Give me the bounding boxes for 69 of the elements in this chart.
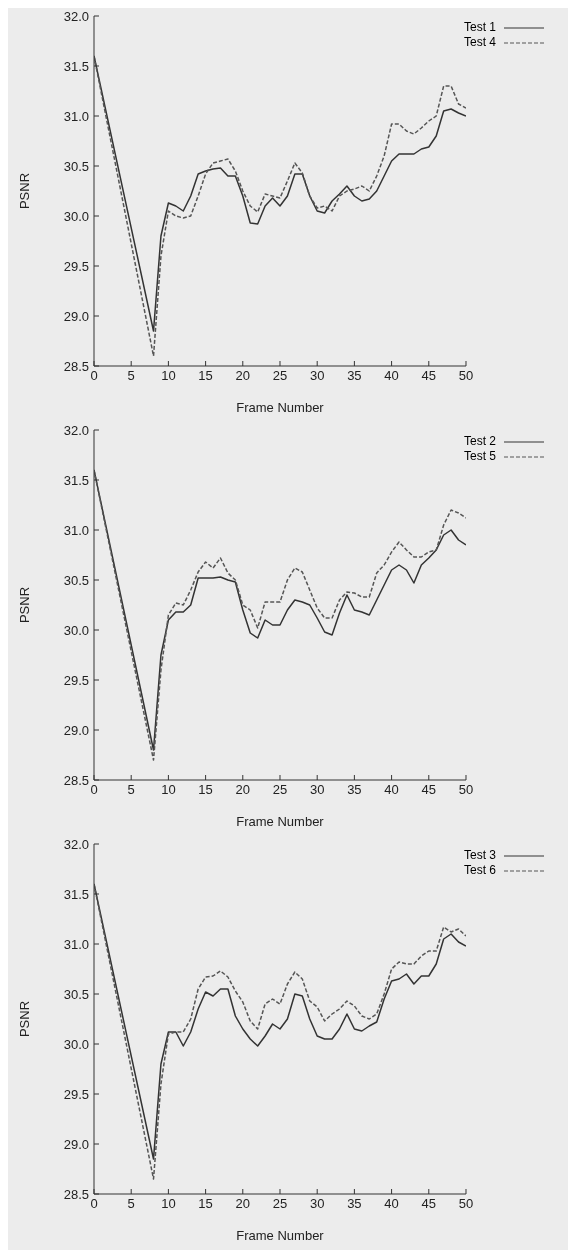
y-tick-label: 28.5 [63, 358, 89, 374]
y-axis-title: PSNR [16, 1000, 32, 1038]
x-tick-label: 35 [347, 782, 362, 798]
y-tick-label: 29.0 [63, 722, 89, 738]
x-tick-label: 50 [458, 1196, 474, 1212]
y-tick-label: 30.0 [63, 1036, 89, 1052]
x-axis-title: Frame Number [236, 814, 325, 829]
x-tick-label: 5 [127, 1196, 135, 1212]
x-tick-label: 5 [127, 782, 135, 798]
x-tick-label: 15 [198, 782, 213, 798]
x-tick-label: 35 [347, 1196, 362, 1212]
x-tick-label: 30 [309, 1196, 325, 1212]
x-tick-label: 40 [384, 1196, 399, 1212]
y-tick-label: 30.5 [63, 572, 89, 588]
y-tick-label: 29.0 [63, 308, 89, 324]
x-tick-label: 0 [90, 1196, 98, 1212]
y-tick-label: 29.5 [63, 672, 89, 688]
x-tick-label: 20 [235, 368, 251, 384]
y-tick-label: 32.0 [63, 8, 89, 24]
x-tick-label: 40 [384, 782, 399, 798]
y-tick-label: 31.5 [63, 886, 89, 902]
y-tick-label: 30.5 [63, 158, 89, 174]
legend-label: Test 2 [463, 434, 496, 449]
legend-label: Test 6 [463, 863, 496, 878]
legend-label: Test 4 [463, 35, 496, 50]
y-tick-label: 30.5 [63, 986, 89, 1002]
y-tick-label: 31.5 [63, 472, 89, 488]
y-tick-label: 30.0 [63, 622, 89, 638]
x-tick-label: 40 [384, 368, 399, 384]
x-tick-label: 0 [90, 368, 98, 384]
x-tick-label: 5 [127, 368, 135, 384]
y-tick-label: 29.5 [63, 1086, 89, 1102]
y-tick-label: 29.5 [63, 258, 89, 274]
y-tick-label: 28.5 [63, 772, 89, 788]
x-tick-label: 10 [161, 782, 176, 798]
x-tick-label: 25 [272, 1196, 288, 1212]
x-tick-label: 20 [235, 782, 251, 798]
y-tick-label: 29.0 [63, 1136, 89, 1152]
x-tick-label: 15 [198, 1196, 213, 1212]
x-tick-label: 20 [235, 1196, 251, 1212]
legend-label: Test 5 [463, 449, 496, 464]
y-tick-label: 32.0 [63, 836, 89, 852]
x-tick-label: 25 [272, 368, 288, 384]
legend-label: Test 1 [463, 20, 496, 35]
y-tick-label: 30.0 [63, 208, 89, 224]
x-tick-label: 30 [309, 368, 325, 384]
x-axis-title: Frame Number [236, 1228, 325, 1243]
x-tick-label: 10 [161, 1196, 176, 1212]
y-tick-label: 31.0 [63, 108, 89, 124]
y-tick-label: 28.5 [63, 1186, 89, 1202]
x-tick-label: 10 [161, 368, 176, 384]
x-tick-label: 35 [347, 368, 362, 384]
y-tick-label: 32.0 [63, 422, 89, 438]
y-tick-label: 31.0 [63, 936, 89, 952]
x-tick-label: 45 [421, 368, 437, 384]
x-tick-label: 0 [90, 782, 98, 798]
x-tick-label: 50 [458, 368, 474, 384]
y-tick-label: 31.5 [63, 58, 89, 74]
x-tick-label: 25 [272, 782, 288, 798]
x-tick-label: 45 [421, 782, 437, 798]
x-tick-label: 15 [198, 368, 213, 384]
y-axis-title: PSNR [16, 586, 32, 624]
x-axis-title: Frame Number [236, 400, 325, 415]
x-tick-label: 50 [458, 782, 474, 798]
y-axis-title: PSNR [16, 172, 32, 210]
x-tick-label: 30 [309, 782, 325, 798]
x-tick-label: 45 [421, 1196, 437, 1212]
legend-label: Test 3 [463, 848, 496, 863]
y-tick-label: 31.0 [63, 522, 89, 538]
